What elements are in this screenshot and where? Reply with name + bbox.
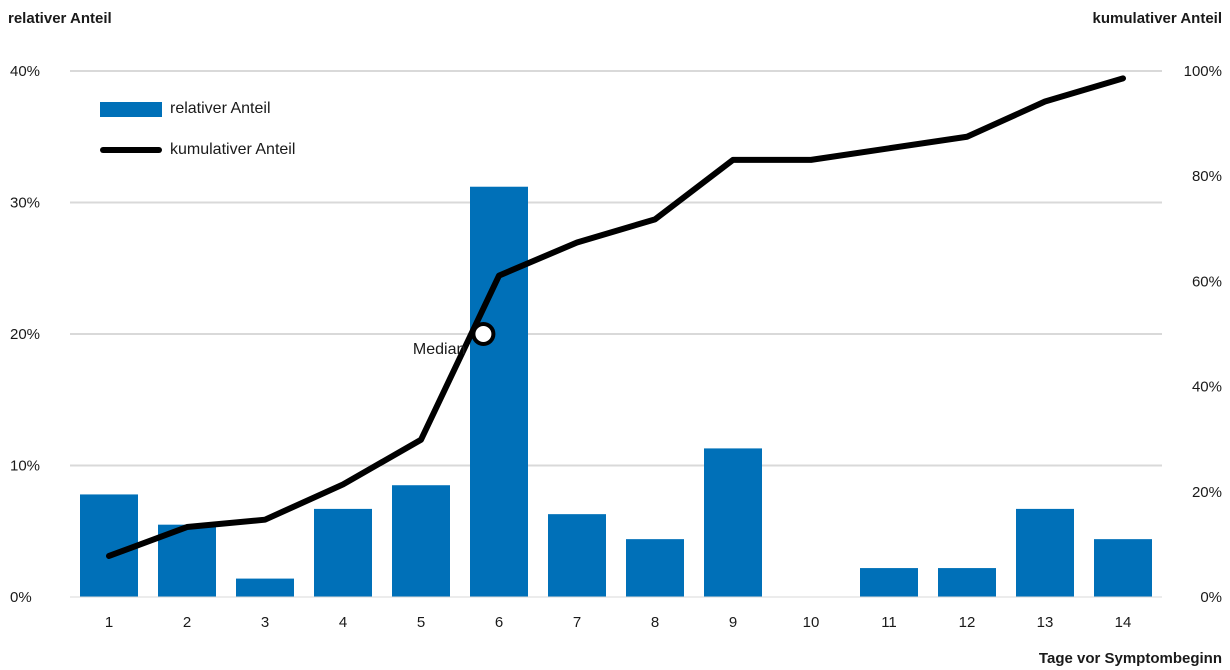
bar (470, 186, 528, 597)
line-point (186, 526, 188, 528)
legend-line-label: kumulativer Anteil (170, 141, 296, 158)
y-left-tick-label: 0% (10, 589, 32, 606)
median-label: Median (413, 341, 465, 358)
legend-item-line: kumulativer Anteil (100, 139, 295, 161)
line-point (108, 555, 110, 557)
x-tick-label: 9 (729, 614, 737, 631)
line-point (498, 275, 500, 277)
y-right-tick-label: 80% (1192, 168, 1222, 185)
y-right-tick-label: 20% (1192, 484, 1222, 501)
y-right-tick-label: 40% (1192, 379, 1222, 396)
legend-bar-swatch (100, 101, 162, 117)
y-left-tick-label: 10% (10, 458, 40, 475)
bar (626, 539, 684, 597)
bar (704, 448, 762, 597)
legend: relativer Anteil kumulativer Anteil (100, 98, 295, 180)
line-point (420, 439, 422, 441)
line-point (342, 483, 344, 485)
bar (314, 508, 372, 597)
line-point (888, 147, 890, 149)
x-tick-label: 12 (959, 614, 976, 631)
y-left-tick-label: 40% (10, 63, 40, 80)
line-point (1044, 101, 1046, 103)
x-tick-label: 10 (803, 614, 820, 631)
bar (392, 485, 450, 597)
legend-item-bar: relativer Anteil (100, 98, 295, 120)
bar (1016, 508, 1074, 597)
line-point (654, 218, 656, 220)
x-tick-label: 11 (881, 614, 897, 631)
legend-line-swatch (100, 147, 162, 153)
x-tick-label: 14 (1115, 614, 1132, 631)
y-left-tick-label: 20% (10, 326, 40, 343)
line-point (1122, 77, 1124, 79)
x-tick-label: 1 (105, 614, 113, 631)
x-tick-label: 13 (1037, 614, 1054, 631)
x-tick-label: 7 (573, 614, 581, 631)
x-tick-label: 3 (261, 614, 269, 631)
left-axis-title: relativer Anteil (8, 10, 112, 27)
y-right-tick-label: 100% (1184, 63, 1222, 80)
legend-bar-label: relativer Anteil (170, 100, 271, 117)
bar (938, 568, 996, 597)
x-tick-label: 6 (495, 614, 503, 631)
median-marker (471, 322, 496, 346)
y-left-tick-label: 30% (10, 195, 40, 212)
cumulative-line (106, 75, 1126, 559)
line-point (264, 519, 266, 521)
line-point (966, 136, 968, 138)
right-axis-title: kumulativer Anteil (1092, 10, 1222, 27)
line-point (810, 159, 812, 161)
bar (236, 578, 294, 597)
y-right-tick-label: 0% (1200, 589, 1222, 606)
line-point (732, 159, 734, 161)
x-tick-label: 5 (417, 614, 425, 631)
x-tick-label: 4 (339, 614, 347, 631)
x-axis-title: Tage vor Symptombeginn (1038, 650, 1222, 667)
bar (860, 568, 918, 597)
x-tick-label: 2 (183, 614, 191, 631)
line-point (576, 241, 578, 243)
bar (1094, 539, 1152, 597)
x-tick-label: 8 (651, 614, 659, 631)
y-right-tick-label: 60% (1192, 273, 1222, 290)
bar (548, 514, 606, 597)
